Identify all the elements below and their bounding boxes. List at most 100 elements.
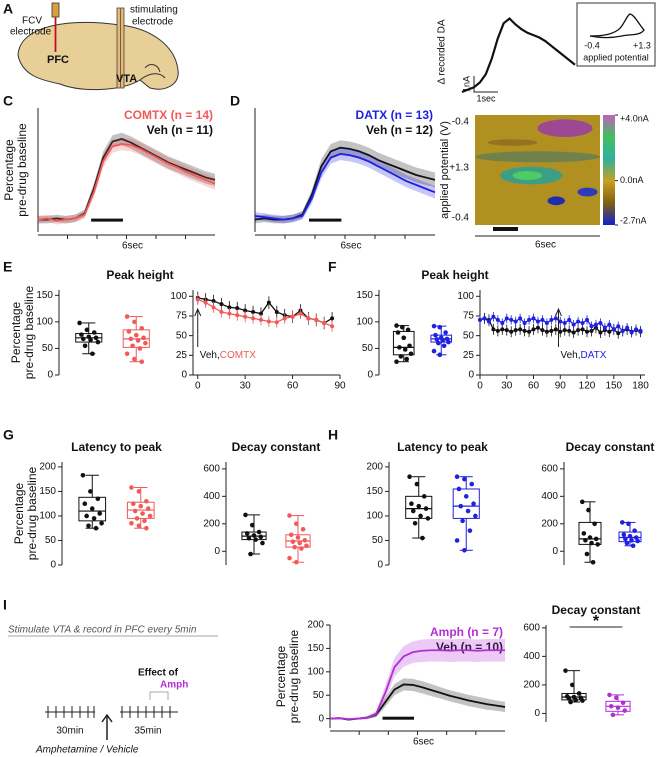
box xyxy=(392,330,415,356)
data-point xyxy=(290,314,295,319)
heatmap-feature xyxy=(487,139,538,146)
data-point xyxy=(581,531,587,536)
inset-label: -0.4 xyxy=(584,40,600,50)
y-axis-label: Percentage xyxy=(274,645,288,707)
data-point xyxy=(440,338,445,343)
duration-label: 35min xyxy=(134,726,161,737)
x-tick-label: 120 xyxy=(579,381,596,392)
data-point xyxy=(135,338,141,343)
data-point xyxy=(434,337,440,342)
data-point xyxy=(626,521,631,527)
y-tick-label: 0 xyxy=(552,546,558,557)
data-point xyxy=(522,328,527,333)
data-point xyxy=(431,323,437,329)
data-point xyxy=(258,534,264,540)
data-point xyxy=(462,547,467,553)
data-point xyxy=(227,311,232,316)
data-point xyxy=(509,329,514,334)
data-point xyxy=(95,339,101,345)
x-axis-label: 6sec xyxy=(122,241,143,252)
scale-label: 1sec xyxy=(476,93,496,103)
y-axis-label: Percentage xyxy=(12,482,26,544)
data-point xyxy=(91,330,97,335)
data-point xyxy=(522,321,527,326)
data-point xyxy=(246,535,252,541)
panel-label: I xyxy=(3,597,7,613)
y-tick-label: 0 xyxy=(318,713,324,724)
heatmap-feature xyxy=(577,187,598,197)
data-point xyxy=(573,697,578,703)
x-tick-label: 60 xyxy=(287,381,299,392)
inset-label: +1.3 xyxy=(633,40,651,50)
data-point xyxy=(443,330,448,335)
data-point xyxy=(562,328,567,333)
data-point xyxy=(330,316,335,321)
data-point xyxy=(395,330,401,335)
annotation: Veh,DATX xyxy=(560,350,606,361)
y-tick-label: 50 xyxy=(42,343,54,354)
data-point xyxy=(482,316,487,321)
data-point xyxy=(607,322,612,327)
data-point xyxy=(544,329,549,334)
data-point xyxy=(607,692,612,698)
data-point xyxy=(80,336,86,342)
data-point xyxy=(509,317,514,322)
diagram-label: FCV xyxy=(22,16,42,27)
data-point xyxy=(219,310,224,315)
data-point xyxy=(527,329,532,334)
data-point xyxy=(306,316,311,321)
data-point xyxy=(130,501,136,506)
data-point xyxy=(584,551,590,557)
y-tick-label: 100 xyxy=(366,511,383,522)
data-point xyxy=(142,518,147,524)
data-point xyxy=(620,700,626,706)
data-point xyxy=(141,335,146,341)
data-point xyxy=(558,329,563,334)
error-band xyxy=(330,678,505,721)
series-line xyxy=(197,298,333,327)
data-point xyxy=(292,544,297,550)
data-point xyxy=(82,343,88,349)
data-point xyxy=(491,327,496,332)
error-band xyxy=(330,639,505,721)
colorbar-label: +4.0nA xyxy=(620,113,649,123)
data-point xyxy=(139,359,145,365)
data-point xyxy=(623,536,628,542)
heatmap-feature xyxy=(547,196,565,206)
y-tick-label: 100 xyxy=(307,666,324,677)
data-point xyxy=(400,324,405,330)
data-point xyxy=(314,317,319,322)
data-point xyxy=(571,330,576,335)
data-point xyxy=(84,327,90,333)
data-point xyxy=(235,306,240,311)
data-point xyxy=(616,324,621,329)
y-tick-label: 50 xyxy=(362,343,374,354)
y-tick-label: 0 xyxy=(377,560,383,571)
series-line xyxy=(254,152,436,221)
data-point xyxy=(595,542,600,547)
data-point xyxy=(608,704,614,709)
data-point xyxy=(89,506,95,511)
legend-entry: COMTX (n = 14) xyxy=(124,108,213,122)
data-point xyxy=(405,327,411,333)
data-point xyxy=(287,513,292,518)
data-point xyxy=(140,511,145,516)
y-tick-label: 0 xyxy=(534,708,540,719)
data-point xyxy=(454,474,460,480)
data-point xyxy=(566,696,572,701)
data-point xyxy=(504,328,509,333)
data-point xyxy=(84,513,89,519)
data-point xyxy=(553,327,558,332)
data-point xyxy=(93,525,99,531)
data-point xyxy=(558,319,563,324)
data-point xyxy=(465,508,471,514)
data-point xyxy=(95,496,101,502)
data-point xyxy=(568,699,573,705)
y-tick-label: 100 xyxy=(39,511,56,522)
legend-entry: Veh (n = 11) xyxy=(147,123,213,137)
data-point xyxy=(147,513,153,519)
data-point xyxy=(504,316,509,321)
diagram-label: VTA xyxy=(116,73,137,85)
data-point xyxy=(258,311,263,316)
